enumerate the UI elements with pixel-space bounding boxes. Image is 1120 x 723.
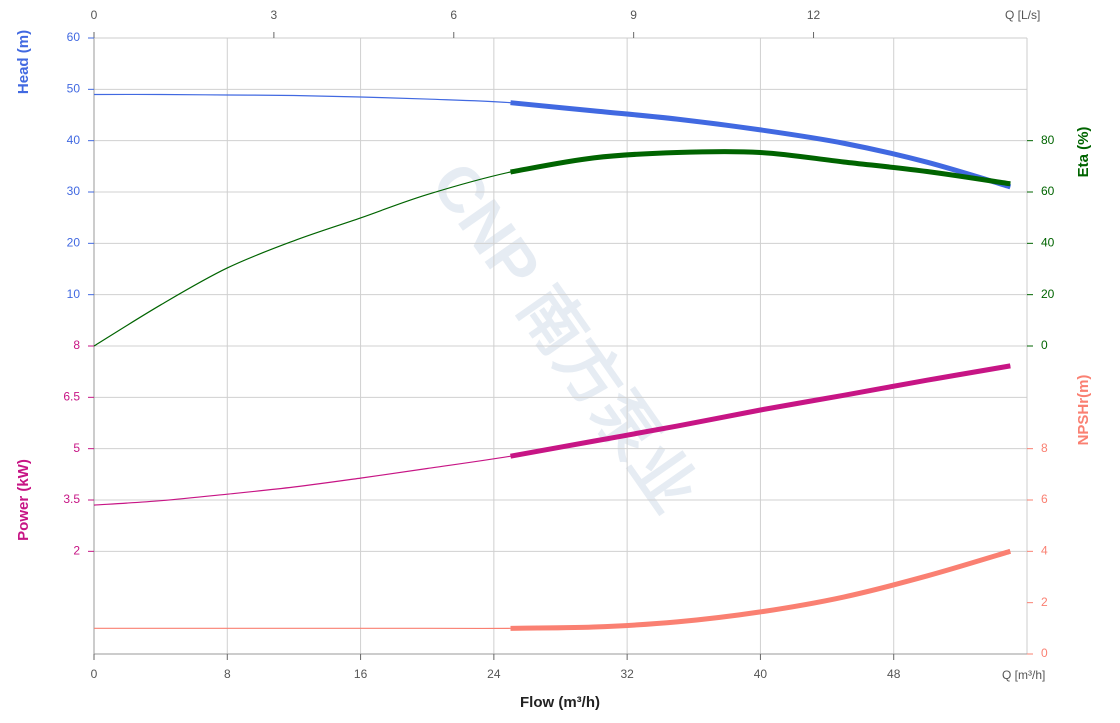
x2-tick-label: 9 [630,8,637,22]
y-axis-title: NPSHr(m) [1075,375,1092,446]
x2-tick-label: 0 [91,8,98,22]
curve-operating-range [510,149,1011,187]
x-tick-label: 40 [754,667,768,681]
x-tick-label: 16 [354,667,368,681]
curve-operating-range [510,363,1011,459]
y-tick-label: 60 [1041,184,1055,198]
curve-operating-range [510,548,1012,631]
x-tick-label: 0 [91,667,98,681]
y-tick-label: 20 [67,236,81,250]
y-tick-label: 2 [73,544,80,558]
y-tick-label: 40 [1041,236,1055,250]
watermark: CNP 南方泵业 [418,149,711,524]
y-tick-label: 4 [1041,544,1048,558]
y-tick-label: 8 [1041,441,1048,455]
x-tick-label: 24 [487,667,501,681]
y-tick-label: 6 [1041,492,1048,506]
y-tick-label: 2 [1041,595,1048,609]
y-axis-title: Eta (%) [1075,127,1092,178]
x2-tick-label: 12 [807,8,821,22]
x2-tick-label: 6 [450,8,457,22]
y-tick-label: 3.5 [63,492,80,506]
y-axis-title: Power (kW) [15,459,32,541]
x-tick-label: 48 [887,667,901,681]
y-tick-label: 80 [1041,133,1055,147]
x-unit-label: Q [m³/h] [1002,668,1045,682]
y-tick-label: 20 [1041,287,1055,301]
x2-unit-label: Q [L/s] [1005,8,1040,22]
y-tick-label: 30 [67,184,81,198]
x-tick-label: 32 [620,667,634,681]
y-tick-label: 0 [1041,646,1048,660]
y-tick-label: 8 [73,338,80,352]
y-tick-label: 0 [1041,338,1048,352]
y-tick-label: 6.5 [63,390,80,404]
curve-operating-range [510,100,1012,190]
y-tick-label: 60 [67,30,81,44]
curve [93,365,1011,506]
x-tick-label: 8 [224,667,231,681]
x-axis-title: Flow (m³/h) [520,694,600,711]
y-tick-label: 10 [67,287,81,301]
y-tick-label: 50 [67,82,81,96]
y-axis-title: Head (m) [15,30,32,94]
y-tick-label: 5 [73,441,80,455]
x2-tick-label: 3 [271,8,278,22]
y-tick-label: 40 [67,133,81,147]
